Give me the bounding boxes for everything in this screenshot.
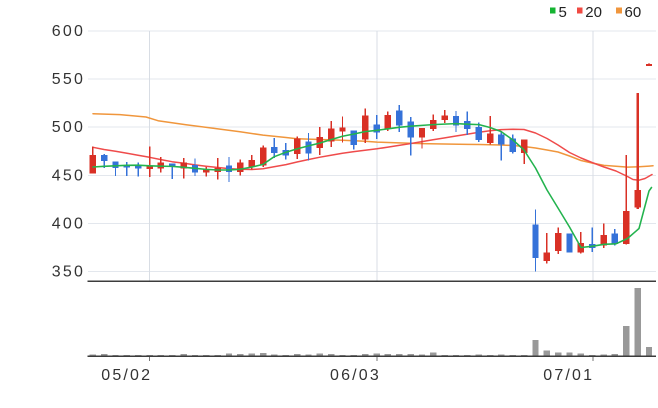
svg-text:06/03: 06/03 [330,367,381,384]
svg-text:500: 500 [52,119,85,136]
svg-text:5: 5 [559,4,567,21]
svg-text:05/02: 05/02 [101,367,152,384]
svg-text:20: 20 [585,4,602,21]
svg-text:600: 600 [52,23,85,40]
svg-text:550: 550 [52,71,85,88]
svg-text:07/01: 07/01 [543,367,594,384]
svg-text:450: 450 [52,167,85,184]
svg-text:60: 60 [625,4,642,21]
svg-text:350: 350 [52,264,85,281]
svg-text:400: 400 [52,215,85,232]
